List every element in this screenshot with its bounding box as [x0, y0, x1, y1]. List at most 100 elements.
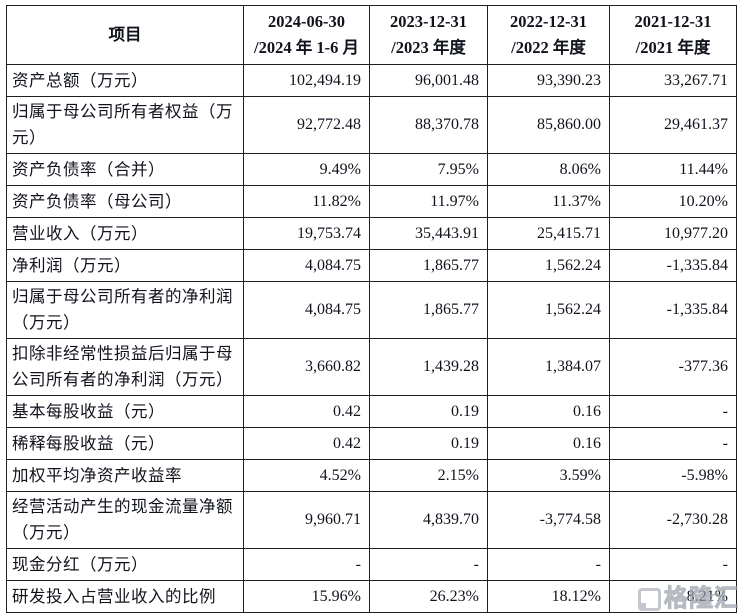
cell-value: -	[243, 548, 370, 581]
cell-value: 26.23%	[369, 580, 488, 613]
table-row: 营业收入（万元） 19,753.74 35,443.91 25,415.71 10,97…	[6, 217, 737, 250]
header-period-date: 2023-12-31	[390, 12, 467, 31]
header-period-range: /2021 年度	[635, 38, 711, 57]
table-row: 归属于母公司所有者权益（万元） 92,772.48 88,370.78 85,860.…	[6, 96, 737, 154]
cell-value: 1,384.07	[487, 338, 610, 396]
header-row: 项目 2024-06-30/2024 年 1-6 月 2023-12-31/2023…	[6, 5, 737, 65]
cell-value: -	[487, 548, 610, 581]
table-header: 项目 2024-06-30/2024 年 1-6 月 2023-12-31/2023…	[6, 5, 737, 65]
row-label: 研发投入占营业收入的比例	[6, 580, 244, 613]
cell-value: 4.52%	[243, 459, 370, 492]
cell-value: 92,772.48	[243, 96, 370, 154]
cell-value: 2.15%	[369, 459, 488, 492]
cell-value: 7.95%	[369, 153, 488, 186]
cell-value: -1,335.84	[609, 281, 737, 339]
header-period-date: 2021-12-31	[634, 12, 712, 31]
cell-value: 4,084.75	[243, 281, 370, 339]
row-label: 归属于母公司所有者权益（万元）	[6, 96, 244, 154]
cell-value: 4,839.70	[369, 491, 488, 549]
row-label: 资产负债率（合并）	[6, 153, 244, 186]
table-row: 加权平均净资产收益率 4.52% 2.15% 3.59% -5.98%	[6, 459, 737, 492]
cell-value: 0.42	[243, 395, 370, 428]
cell-value: -	[609, 548, 737, 581]
row-label: 基本每股收益（元）	[6, 395, 244, 428]
cell-value: 19,753.74	[243, 217, 370, 250]
cell-value: -377.36	[609, 338, 737, 396]
header-period-range: /2024 年 1-6 月	[254, 38, 359, 57]
table-row: 资产负债率（合并） 9.49% 7.95% 8.06% 11.44%	[6, 153, 737, 186]
cell-value: -5.98%	[609, 459, 737, 492]
cell-value: 88,370.78	[369, 96, 488, 154]
header-item: 项目	[6, 5, 244, 65]
cell-value: 9.49%	[243, 153, 370, 186]
table-row: 现金分红（万元） - - - -	[6, 548, 737, 581]
table-row: 资产负债率（母公司） 11.82% 11.97% 11.37% 10.20%	[6, 185, 737, 218]
cell-value: 9,960.71	[243, 491, 370, 549]
cell-value: 96,001.48	[369, 64, 488, 97]
table-row: 稀释每股收益（元） 0.42 0.19 0.16-	[6, 427, 737, 460]
cell-value: 29,461.37	[609, 96, 737, 154]
cell-value: 0.19	[369, 395, 488, 428]
header-period-1: 2023-12-31/2023 年度	[369, 5, 488, 65]
row-label: 经营活动产生的现金流量净额（万元）	[6, 491, 244, 549]
cell-value: -	[369, 548, 488, 581]
header-period-2: 2022-12-31/2022 年度	[487, 5, 610, 65]
table-row: 基本每股收益（元） 0.42 0.19 0.16-	[6, 395, 737, 428]
cell-value: 93,390.23	[487, 64, 610, 97]
cell-value: 0.16	[487, 427, 610, 460]
header-period-3: 2021-12-31/2021 年度	[609, 5, 737, 65]
row-label: 现金分红（万元）	[6, 548, 244, 581]
cell-value: 0.19	[369, 427, 488, 460]
cell-value: -	[609, 427, 737, 460]
cell-value: 1,439.28	[369, 338, 488, 396]
row-label: 稀释每股收益（元）	[6, 427, 244, 460]
header-period-0: 2024-06-30/2024 年 1-6 月	[243, 5, 370, 65]
cell-value: 8.06%	[487, 153, 610, 186]
cell-value: 10,977.20	[609, 217, 737, 250]
cell-value: 4,084.75	[243, 249, 370, 282]
cell-value: 33,267.71	[609, 64, 737, 97]
cell-value: 85,860.00	[487, 96, 610, 154]
cell-value: 35,443.91	[369, 217, 488, 250]
row-label: 资产负债率（母公司）	[6, 185, 244, 218]
cell-value: -3,774.58	[487, 491, 610, 549]
header-period-date: 2024-06-30	[268, 12, 345, 31]
cell-value: 3.59%	[487, 459, 610, 492]
cell-value: -2,730.28	[609, 491, 737, 549]
header-period-date: 2022-12-31	[510, 12, 587, 31]
table-row: 扣除非经常性损益后归属于母公司所有者的净利润（万元） 3,660.82 1,439.…	[6, 338, 737, 396]
table-row: 资产总额（万元） 102,494.19 96,001.48 93,390.23 33,2…	[6, 64, 737, 97]
row-label: 扣除非经常性损益后归属于母公司所有者的净利润（万元）	[6, 338, 244, 396]
row-label: 营业收入（万元）	[6, 217, 244, 250]
cell-value: 1,865.77	[369, 249, 488, 282]
financial-summary-table: 项目 2024-06-30/2024 年 1-6 月 2023-12-31/2023…	[6, 5, 737, 613]
row-label: 资产总额（万元）	[6, 64, 244, 97]
cell-value: 15.96%	[243, 580, 370, 613]
cell-value: 3,660.82	[243, 338, 370, 396]
table-row: 经营活动产生的现金流量净额（万元） 9,960.71 4,839.70 -3,774.…	[6, 491, 737, 549]
cell-value: 11.44%	[609, 153, 737, 186]
cell-value: 1,562.24	[487, 281, 610, 339]
table-row: 研发投入占营业收入的比例 15.96% 26.23% 18.12% 8.21%	[6, 580, 737, 613]
cell-value: 8.21%	[609, 580, 737, 613]
header-period-range: /2023 年度	[391, 38, 466, 57]
cell-value: 10.20%	[609, 185, 737, 218]
header-period-range: /2022 年度	[511, 38, 586, 57]
table-row: 归属于母公司所有者的净利润（万元） 4,084.75 1,865.77 1,562.2…	[6, 281, 737, 339]
cell-value: 18.12%	[487, 580, 610, 613]
table-body: 资产总额（万元） 102,494.19 96,001.48 93,390.23 33,2…	[6, 64, 737, 613]
cell-value: -	[609, 395, 737, 428]
cell-value: 11.37%	[487, 185, 610, 218]
cell-value: 0.42	[243, 427, 370, 460]
cell-value: 102,494.19	[243, 64, 370, 97]
cell-value: 25,415.71	[487, 217, 610, 250]
table-row: 净利润（万元） 4,084.75 1,865.77 1,562.24 -1,335.84	[6, 249, 737, 282]
cell-value: 1,562.24	[487, 249, 610, 282]
cell-value: 1,865.77	[369, 281, 488, 339]
cell-value: 11.82%	[243, 185, 370, 218]
row-label: 净利润（万元）	[6, 249, 244, 282]
row-label: 归属于母公司所有者的净利润（万元）	[6, 281, 244, 339]
cell-value: 11.97%	[369, 185, 488, 218]
row-label: 加权平均净资产收益率	[6, 459, 244, 492]
